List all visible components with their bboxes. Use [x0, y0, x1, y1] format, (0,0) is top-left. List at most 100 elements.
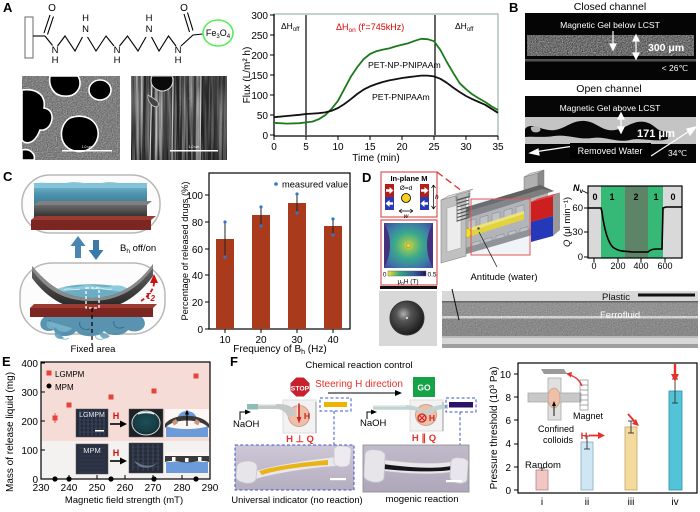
svg-text:H: H — [113, 448, 120, 458]
svg-text:20: 20 — [255, 335, 267, 346]
svg-text:H: H — [581, 431, 588, 442]
svg-text:Time (min): Time (min) — [352, 153, 399, 164]
svg-text:Closed channel: Closed channel — [574, 1, 646, 13]
svg-text:50: 50 — [257, 111, 269, 122]
svg-text:1: 1 — [609, 192, 614, 202]
svg-text:i: i — [541, 497, 543, 508]
svg-text:N: N — [52, 45, 59, 56]
svg-text:30: 30 — [572, 227, 583, 238]
svg-text:O: O — [180, 3, 188, 14]
svg-text:colloids: colloids — [543, 435, 574, 445]
svg-text:100: 100 — [186, 191, 203, 202]
svg-text:200: 200 — [251, 51, 268, 62]
svg-text:40: 40 — [192, 271, 204, 282]
svg-text:PET-PNIPAAm: PET-PNIPAAm — [372, 92, 430, 102]
svg-text:Frequency of Bh (Hz): Frequency of Bh (Hz) — [233, 344, 326, 356]
svg-text:6: 6 — [505, 416, 511, 427]
svg-text:H: H — [114, 55, 121, 66]
svg-text:1.0 um: 1.0 um — [189, 145, 200, 149]
svg-text:H: H — [146, 13, 153, 24]
svg-text:Q (μl min⁻¹): Q (μl min⁻¹) — [562, 197, 573, 247]
svg-text:8: 8 — [505, 393, 511, 404]
svg-text:Open channel: Open channel — [576, 83, 641, 95]
svg-text:0: 0 — [670, 192, 675, 202]
svg-text:100: 100 — [251, 91, 268, 102]
svg-text:NaOH: NaOH — [360, 418, 387, 429]
svg-text:300 μm: 300 μm — [648, 42, 684, 54]
svg-text:E: E — [2, 354, 11, 369]
svg-text:240: 240 — [61, 483, 78, 494]
svg-text:Mass of release liquid (mg): Mass of release liquid (mg) — [5, 372, 16, 492]
svg-text:Nv: Nv — [573, 183, 584, 195]
svg-text:34℃: 34℃ — [668, 148, 687, 158]
svg-text:Antitude (water): Antitude (water) — [470, 272, 537, 283]
svg-text:H: H — [304, 411, 310, 421]
svg-text:Percentage of released drugs (: Percentage of released drugs (%) — [180, 181, 190, 320]
svg-text:Fixed area: Fixed area — [71, 344, 117, 355]
svg-text:H: H — [52, 55, 59, 66]
svg-text:200: 200 — [21, 417, 38, 428]
svg-text:150: 150 — [251, 71, 268, 82]
svg-text:0: 0 — [383, 272, 387, 279]
svg-text:230: 230 — [33, 483, 50, 494]
svg-text:60: 60 — [192, 245, 204, 256]
svg-text:mogenic reaction: mogenic reaction — [385, 494, 458, 505]
svg-text:0: 0 — [505, 486, 511, 497]
svg-text:290: 290 — [202, 483, 219, 494]
svg-text:PET-NP-PNIPAAm: PET-NP-PNIPAAm — [368, 60, 441, 70]
svg-text:measured value: measured value — [282, 180, 348, 190]
svg-text:35: 35 — [492, 142, 504, 153]
svg-text:2: 2 — [505, 463, 511, 474]
svg-text:O: O — [48, 3, 56, 14]
svg-text:B: B — [509, 0, 518, 15]
svg-text:h: h — [435, 194, 439, 201]
svg-text:C: C — [3, 169, 13, 184]
svg-text:0: 0 — [197, 325, 203, 336]
svg-text:200: 200 — [610, 261, 625, 271]
svg-text:25: 25 — [428, 142, 440, 153]
svg-text:260: 260 — [117, 483, 134, 494]
svg-text:Random: Random — [525, 460, 561, 471]
svg-text:STOP: STOP — [291, 386, 310, 393]
svg-text:0: 0 — [578, 252, 583, 263]
svg-text:0: 0 — [271, 142, 277, 153]
svg-text:Pressure threshold (10³ Pa): Pressure threshold (10³ Pa) — [489, 367, 500, 490]
svg-text:300: 300 — [21, 388, 38, 399]
svg-text:Steering H direction: Steering H direction — [315, 379, 403, 390]
svg-text:LGMPM: LGMPM — [55, 370, 85, 379]
svg-text:30: 30 — [291, 335, 303, 346]
svg-text:GO: GO — [417, 383, 431, 393]
svg-text:MPM: MPM — [83, 446, 101, 455]
svg-text:15: 15 — [364, 142, 376, 153]
svg-text:1.0 um: 1.0 um — [82, 145, 93, 149]
svg-text:40: 40 — [327, 335, 339, 346]
svg-text:Chemical reaction control: Chemical reaction control — [305, 360, 412, 371]
svg-text:600: 600 — [657, 261, 672, 271]
svg-text:10: 10 — [219, 335, 231, 346]
svg-text:171 μm: 171 μm — [637, 128, 675, 140]
svg-text:μ0H (T): μ0H (T) — [397, 279, 418, 287]
svg-text:H ⊥ Q: H ⊥ Q — [286, 434, 314, 445]
svg-text:w: w — [404, 213, 410, 220]
svg-text:10: 10 — [500, 370, 512, 381]
svg-text:Flux (L/m² h): Flux (L/m² h) — [242, 47, 253, 104]
svg-text:H: H — [175, 55, 182, 66]
svg-text:Ø=d: Ø=d — [400, 185, 413, 192]
svg-text:80: 80 — [192, 218, 204, 229]
svg-text:H ∥ Q: H ∥ Q — [412, 433, 436, 444]
svg-text:ii: ii — [585, 497, 589, 508]
svg-text:iv: iv — [671, 497, 678, 508]
svg-text:LGMPM: LGMPM — [79, 412, 105, 419]
svg-text:D: D — [362, 170, 371, 185]
svg-text:ΔHoff: ΔHoff — [281, 21, 300, 33]
svg-text:4: 4 — [505, 439, 511, 450]
svg-text:10: 10 — [332, 142, 344, 153]
svg-text:A: A — [3, 0, 13, 15]
svg-text:2: 2 — [633, 192, 638, 202]
svg-text:< 26℃: < 26℃ — [662, 63, 689, 73]
svg-text:Confined: Confined — [538, 424, 574, 434]
svg-text:Fe3O4: Fe3O4 — [206, 28, 231, 40]
svg-text:N: N — [82, 24, 89, 35]
svg-text:60: 60 — [572, 203, 583, 214]
svg-text:5: 5 — [303, 142, 309, 153]
